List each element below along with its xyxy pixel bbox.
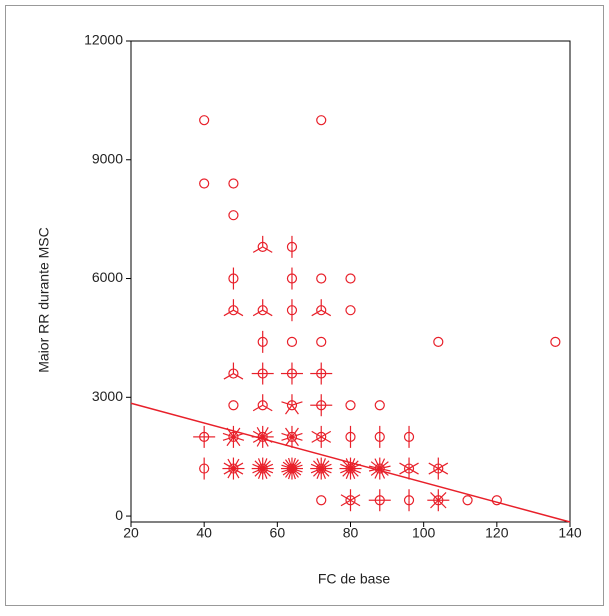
y-tick-label: 3000 xyxy=(92,388,123,404)
sunflower-point xyxy=(403,425,415,448)
sunflower-point xyxy=(280,457,303,480)
sunflower-point xyxy=(316,495,327,506)
sunflower-point xyxy=(345,273,356,284)
sunflower-point xyxy=(310,394,333,417)
sunflower-point xyxy=(223,299,244,317)
x-tick-label: 40 xyxy=(196,525,212,541)
sunflower-point xyxy=(433,336,444,347)
sunflower-point xyxy=(223,362,244,380)
sunflower-point xyxy=(427,489,450,512)
sunflower-point xyxy=(428,457,449,480)
sunflower-point xyxy=(403,489,415,512)
sunflower-point xyxy=(286,267,298,290)
sunflower-point xyxy=(222,425,245,448)
sunflower-point xyxy=(222,457,245,480)
sunflower-point xyxy=(345,400,356,411)
sunflower-point xyxy=(345,305,356,316)
x-tick-label: 20 xyxy=(123,525,139,541)
x-axis-label: FC de base xyxy=(318,571,391,587)
sunflower-point xyxy=(286,299,298,322)
sunflower-point xyxy=(339,457,362,480)
x-tick-label: 120 xyxy=(485,525,509,541)
sunflower-point xyxy=(251,362,274,385)
sunflower-point xyxy=(310,362,333,385)
sunflower-point xyxy=(311,425,332,448)
y-axis-label: Maior RR durante MSC xyxy=(36,227,52,373)
sunflower-point xyxy=(251,457,274,480)
x-tick-label: 140 xyxy=(558,525,582,541)
sunflower-point xyxy=(252,299,273,317)
sunflower-point xyxy=(316,273,327,284)
sunflower-point xyxy=(316,336,327,347)
plot-box xyxy=(130,40,571,523)
sunflower-point xyxy=(280,362,303,385)
x-tick-label: 60 xyxy=(270,525,286,541)
fit-line xyxy=(130,402,571,523)
sunflower-point xyxy=(228,178,239,189)
sunflower-point xyxy=(199,178,210,189)
sunflower-point xyxy=(374,400,385,411)
x-tick-label: 100 xyxy=(412,525,436,541)
sunflower-point xyxy=(199,115,210,126)
outer-frame xyxy=(5,5,604,606)
sunflower-point xyxy=(368,489,391,512)
sunflower-point xyxy=(199,457,210,480)
sunflower-point xyxy=(316,115,327,126)
sunflower-point xyxy=(228,400,239,411)
sunflower-point xyxy=(311,299,332,317)
sunflower-point xyxy=(281,394,303,415)
x-tick-label: 80 xyxy=(343,525,359,541)
sunflower-point xyxy=(228,210,239,221)
sunflower-point xyxy=(462,495,473,506)
sunflower-point xyxy=(286,235,298,258)
sunflower-point xyxy=(228,267,239,290)
sunflower-point xyxy=(310,457,333,480)
y-tick-label: 12000 xyxy=(84,32,123,48)
y-tick-label: 6000 xyxy=(92,269,123,285)
sunflower-point xyxy=(281,425,303,448)
sunflower-point xyxy=(550,336,561,347)
sunflower-point xyxy=(193,425,216,448)
sunflower-point xyxy=(257,330,268,353)
sunflower-point xyxy=(345,425,356,448)
y-tick-label: 9000 xyxy=(92,150,123,166)
sunflower-point xyxy=(252,394,273,412)
sunflower-point xyxy=(286,336,298,347)
y-tick-label: 0 xyxy=(115,507,123,523)
sunflower-point xyxy=(374,425,385,448)
sunflower-point xyxy=(252,235,273,253)
sunflower-point xyxy=(340,489,361,512)
